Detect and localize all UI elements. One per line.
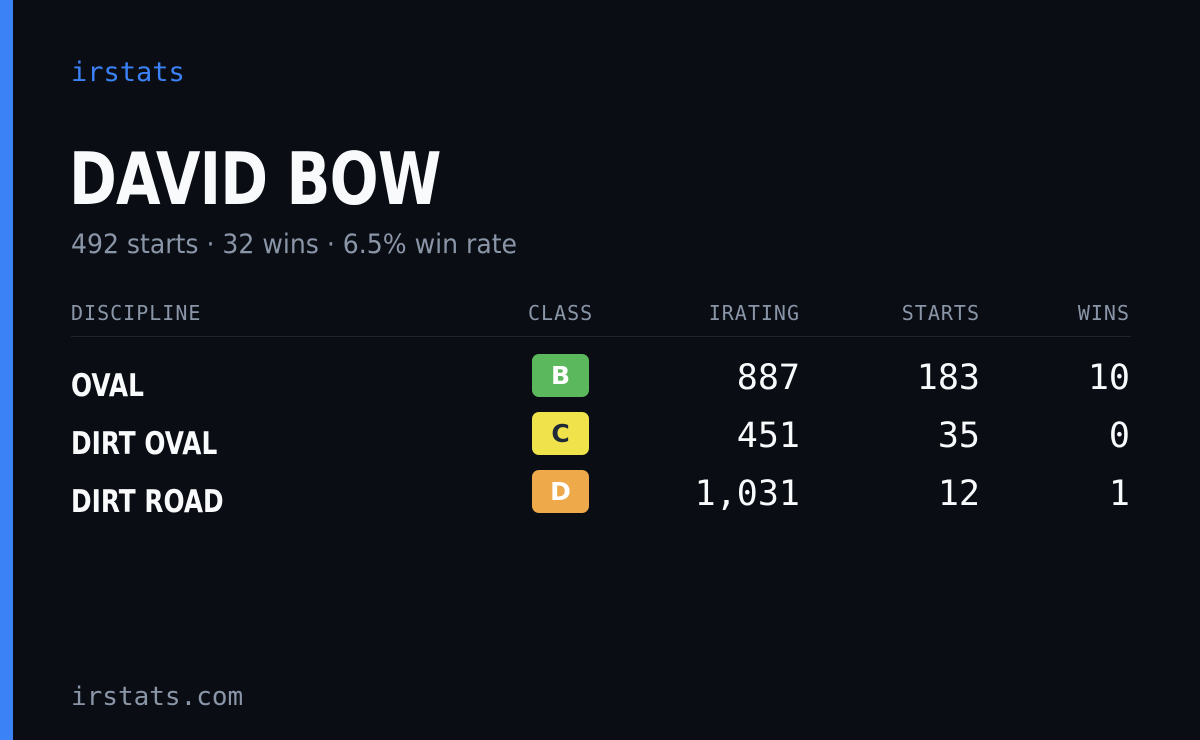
header-irating: IRATING <box>708 301 800 325</box>
footer-url: irstats.com <box>71 682 244 712</box>
class-badge: C <box>532 412 589 455</box>
header-class: CLASS <box>528 301 594 325</box>
driver-summary: 492 starts · 32 wins · 6.5% win rate <box>71 229 518 260</box>
wins-cell: 1 <box>1108 474 1130 514</box>
starts-cell: 12 <box>937 474 980 514</box>
irating-cell: 1,031 <box>694 474 800 514</box>
table-header: DISCIPLINE CLASS IRATING STARTS WINS <box>71 296 1131 337</box>
header-discipline: DISCIPLINE <box>71 301 202 325</box>
driver-name: DAVID BOW <box>69 137 441 221</box>
discipline-cell: DIRT ROAD <box>71 484 224 520</box>
table-row: DIRT ROAD D 1,031 12 1 <box>71 470 1131 528</box>
header-starts: STARTS <box>901 301 980 325</box>
irating-cell: 451 <box>736 416 800 456</box>
class-badge: D <box>532 470 589 513</box>
table-row: OVAL B 887 183 10 <box>71 354 1131 412</box>
starts-cell: 35 <box>937 416 980 456</box>
brand-logo: irstats <box>71 57 185 88</box>
discipline-cell: OVAL <box>71 368 144 404</box>
accent-bar <box>0 0 13 740</box>
table-row: DIRT OVAL C 451 35 0 <box>71 412 1131 470</box>
wins-cell: 10 <box>1087 358 1130 398</box>
stats-table: DISCIPLINE CLASS IRATING STARTS WINS OVA… <box>71 296 1131 520</box>
class-badge: B <box>532 354 589 397</box>
irating-cell: 887 <box>736 358 800 398</box>
discipline-cell: DIRT OVAL <box>71 426 218 462</box>
header-wins: WINS <box>1077 301 1130 325</box>
starts-cell: 183 <box>916 358 980 398</box>
wins-cell: 0 <box>1108 416 1130 456</box>
